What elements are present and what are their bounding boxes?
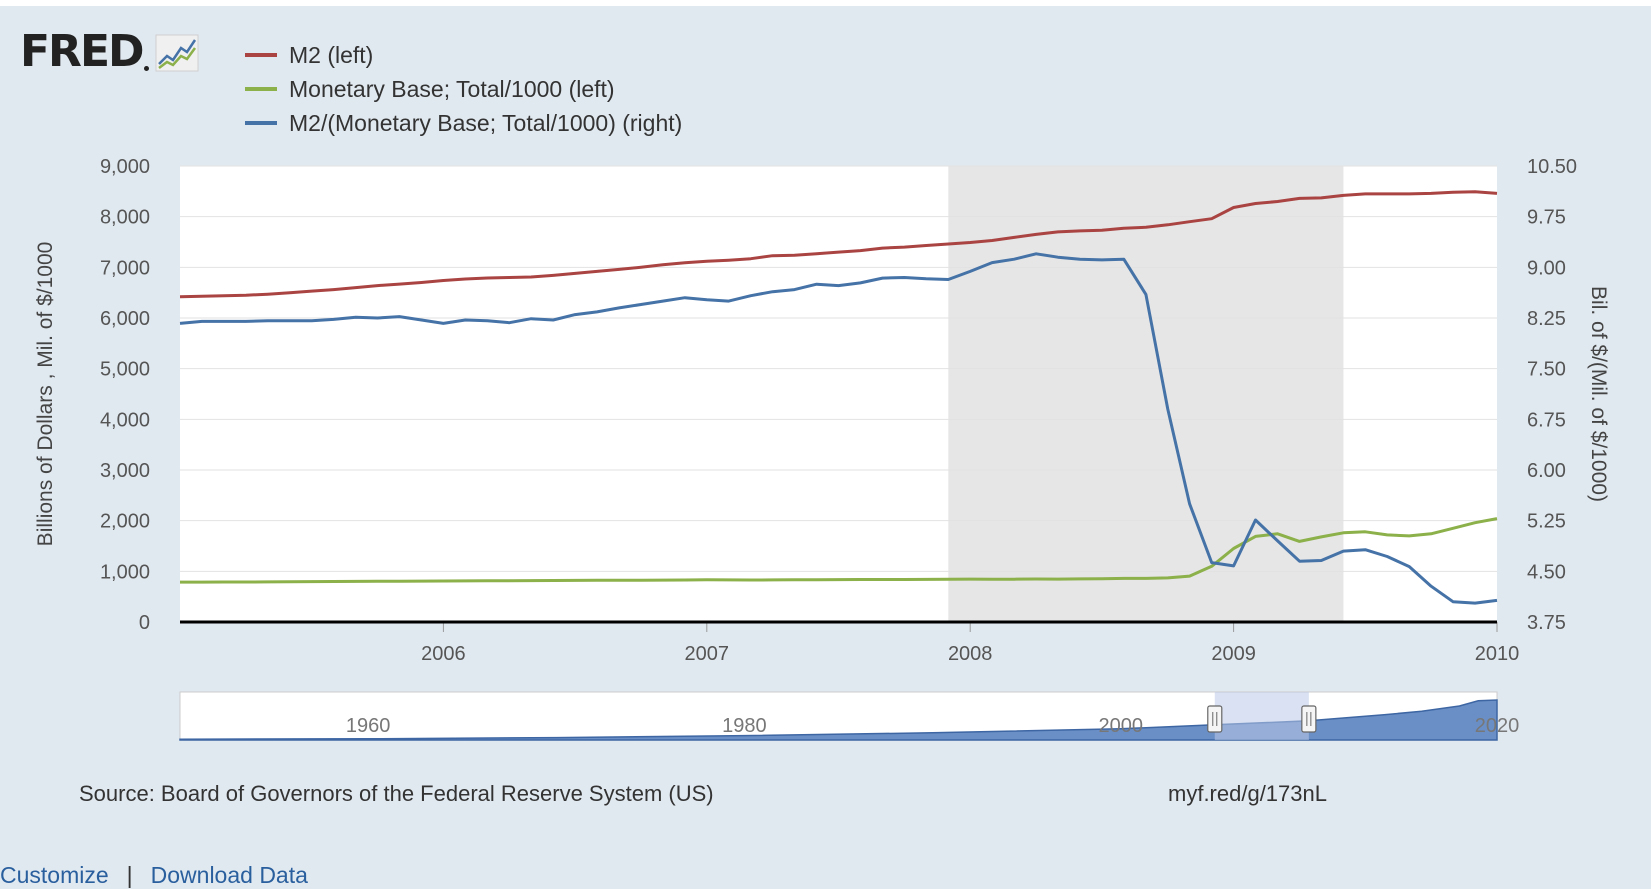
logo-text: FRED (20, 26, 145, 77)
x-tick-label: 2007 (685, 643, 730, 665)
legend-item-m2[interactable]: M2 (left) (245, 38, 682, 72)
x-tick-label: 2006 (421, 643, 466, 665)
y-right-tick-label: 5.25 (1527, 511, 1566, 533)
y-right-tick-label: 7.50 (1527, 359, 1566, 381)
legend-label: Monetary Base; Total/1000 (left) (289, 75, 615, 102)
y-left-tick-label: 4,000 (100, 409, 150, 431)
chart-frame: FRED M2 (left) Monetary Base; Total/1000… (0, 6, 1651, 889)
y-left-axis-label: Billions of Dollars , Mil. of $/1000 (34, 242, 57, 547)
legend: M2 (left) Monetary Base; Total/1000 (lef… (245, 38, 682, 140)
y-right-tick-label: 3.75 (1527, 612, 1566, 634)
m2-line (179, 190, 1498, 299)
y-right-tick-label: 9.00 (1527, 257, 1566, 279)
source-note: Source: Board of Governors of the Federa… (79, 781, 714, 806)
footer-separator: | (126, 862, 133, 888)
legend-label: M2 (left) (289, 41, 374, 68)
legend-swatch (245, 53, 277, 57)
y-left-tick-label: 8,000 (100, 207, 150, 229)
logo-registered-dot (143, 66, 149, 71)
y-left-tick-label: 7,000 (100, 257, 150, 279)
line-chart-icon (155, 34, 199, 72)
navigator-year-label: 1980 (722, 715, 767, 737)
navigator-year-label: 2000 (1098, 715, 1143, 737)
legend-item-ratio[interactable]: M2/(Monetary Base; Total/1000) (right) (245, 106, 682, 140)
short-link[interactable]: myf.red/g/173nL (1168, 781, 1327, 806)
navigator-selected-window (1214, 692, 1309, 740)
y-left-tick-label: 2,000 (100, 511, 150, 533)
y-left-tick-label: 5,000 (100, 359, 150, 381)
x-tick-label: 2009 (1211, 643, 1256, 665)
legend-item-monetary-base[interactable]: Monetary Base; Total/1000 (left) (245, 72, 682, 106)
chart-svg: 0 1,000 2,000 3,000 4,000 5,000 6,000 7,000 8,00… (34, 156, 1610, 741)
y-right-tick-label: 4.50 (1527, 561, 1566, 583)
download-data-link[interactable]: Download Data (150, 862, 308, 888)
navigator-handle[interactable] (1301, 705, 1317, 733)
y-right-axis-label: Bil. of $/(Mil. of $/1000) (1587, 286, 1610, 502)
navigator-year-label: 1960 (346, 715, 391, 737)
y-left-tick-label: 6,000 (100, 308, 150, 330)
y-right-tick-label: 8.25 (1527, 308, 1566, 330)
y-right-tick-label: 10.50 (1527, 156, 1577, 178)
y-left-tick-label: 3,000 (100, 460, 150, 482)
y-left-tick-label: 9,000 (100, 156, 150, 178)
y-right-tick-label: 6.00 (1527, 460, 1566, 482)
top-strip (0, 0, 1651, 6)
monetary-base-line (180, 517, 1498, 584)
y-right-tick-label: 6.75 (1527, 409, 1566, 431)
y-right-tick-label: 9.75 (1527, 207, 1566, 229)
y-left-tick-label: 0 (139, 612, 150, 634)
x-tick-label: 2008 (948, 643, 993, 665)
customize-link[interactable]: Customize (0, 862, 109, 888)
ratio-line (179, 252, 1498, 605)
fred-logo[interactable]: FRED (20, 30, 199, 74)
y-left-tick-label: 1,000 (100, 561, 150, 583)
footer-links: Customize | Download Data (0, 862, 308, 889)
navigator-year-label: 2020 (1475, 715, 1520, 737)
recession-shading (948, 166, 1344, 622)
navigator-handle[interactable] (1207, 705, 1223, 733)
legend-swatch (245, 87, 277, 91)
x-tick-label: 2010 (1475, 643, 1520, 665)
legend-label: M2/(Monetary Base; Total/1000) (right) (289, 109, 683, 136)
legend-swatch (245, 121, 277, 125)
